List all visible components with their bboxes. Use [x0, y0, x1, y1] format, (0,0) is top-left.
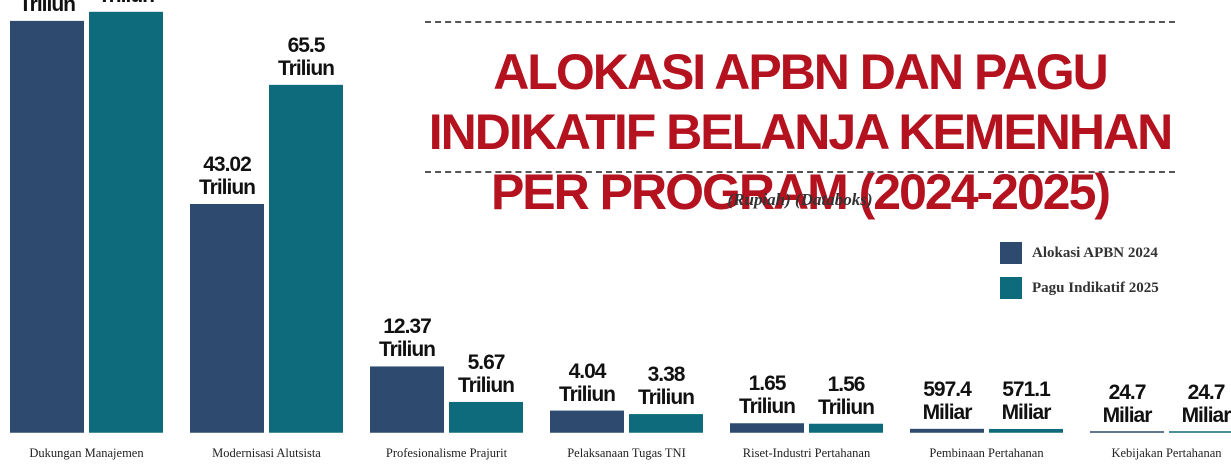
divider	[425, 171, 1175, 173]
bar	[550, 410, 624, 432]
data-label: 3.38 Triliun	[638, 363, 695, 410]
data-label: 24.7 Miliar	[1181, 380, 1231, 427]
bar	[190, 203, 264, 432]
x-tick-label: Dukungan Manajemen	[29, 446, 144, 460]
data-label: 77.57 Triliun	[19, 0, 76, 16]
bar	[629, 414, 703, 432]
bar	[449, 401, 523, 432]
bar	[809, 423, 883, 432]
bar	[370, 366, 444, 432]
divider	[425, 21, 1175, 23]
legend-label: Alokasi APBN 2024	[1032, 244, 1158, 261]
data-label: 43.02 Triliun	[199, 153, 256, 199]
bar	[989, 428, 1063, 432]
data-label: 24.7 Miliar	[1102, 380, 1153, 427]
bar	[10, 20, 84, 433]
x-tick-label: Modernisasi Alutsista	[212, 446, 321, 460]
x-tick-label: Kebijakan Pertahanan	[1111, 446, 1222, 460]
bar	[89, 11, 163, 432]
bar	[730, 423, 804, 432]
legend-swatch	[1000, 277, 1022, 299]
x-tick-label: Riset-Industri Pertahanan	[742, 446, 871, 460]
data-label: 1.65 Triliun	[739, 372, 796, 419]
legend-swatch	[1000, 242, 1022, 264]
bar	[910, 428, 984, 432]
bar	[269, 84, 343, 432]
data-label: 1.56 Triliun	[818, 372, 875, 419]
data-label: 65.5 Triliun	[278, 33, 335, 80]
data-label: 79.28 Triliun	[89, 0, 163, 7]
chart-title: ALOKASI APBN DAN PAGU INDIKATIF BELANJA …	[428, 44, 1173, 220]
x-tick-label: Pembinaan Pertahanan	[929, 446, 1044, 460]
legend-item: Pagu Indikatif 2025	[1000, 277, 1159, 299]
x-tick-label: Profesionalisme Prajurit	[385, 446, 508, 460]
chart-subtitle: (Rupiah) (Databoks)	[727, 190, 873, 209]
data-label: 4.04 Triliun	[559, 359, 616, 406]
legend-item: Alokasi APBN 2024	[1000, 242, 1158, 264]
data-label: 597.4 Miliar	[922, 377, 973, 424]
legend-label: Pagu Indikatif 2025	[1032, 279, 1159, 296]
x-tick-label: Pelaksanaan Tugas TNI	[567, 446, 686, 460]
data-label: 571.1 Miliar	[1001, 377, 1052, 424]
data-label: 5.67 Triliun	[458, 350, 515, 397]
data-label: 12.37 Triliun	[379, 315, 436, 362]
